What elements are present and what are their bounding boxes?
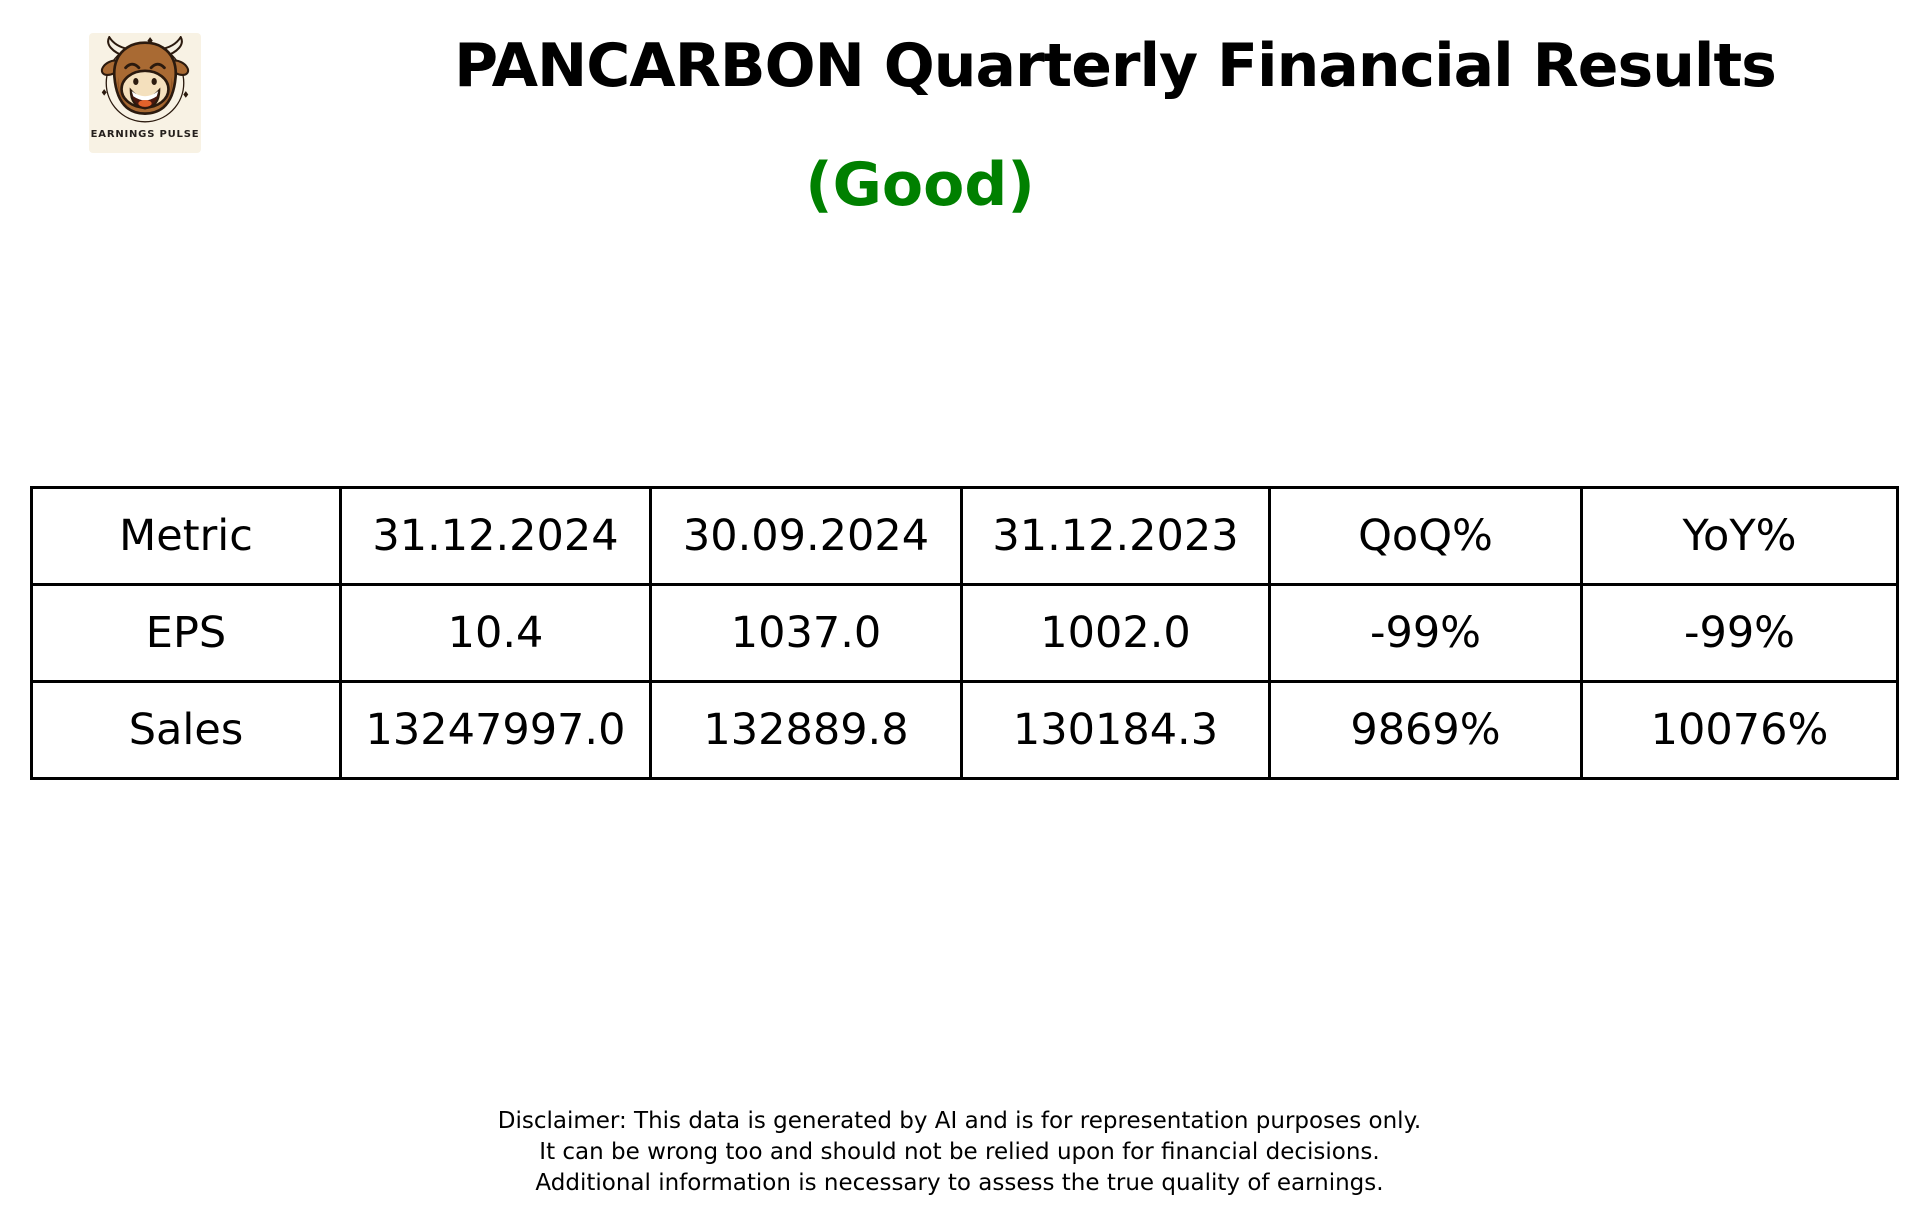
col-header-period-previous: 30.09.2024: [649, 486, 963, 586]
col-header-period-current: 31.12.2024: [339, 486, 652, 586]
metric-label: Sales: [30, 680, 342, 780]
earnings-pulse-logo: EARNINGS PULSE: [89, 33, 201, 153]
eps-previous: 1037.0: [649, 583, 963, 683]
sales-current: 13247997.0: [339, 680, 652, 780]
disclaimer-line-2: It can be wrong too and should not be re…: [539, 1139, 1380, 1165]
financial-results-table: Metric 31.12.2024 30.09.2024 31.12.2023 …: [30, 486, 1899, 780]
disclaimer: Disclaimer: This data is generated by AI…: [0, 1106, 1919, 1199]
eps-yearago: 1002.0: [960, 583, 1271, 683]
table-header-row: Metric 31.12.2024 30.09.2024 31.12.2023 …: [30, 486, 1899, 586]
col-header-yoy: YoY%: [1580, 486, 1899, 586]
sales-yoy-change: 10076%: [1580, 680, 1899, 780]
col-header-metric: Metric: [30, 486, 342, 586]
table-row-eps: EPS 10.4 1037.0 1002.0 -99% -99%: [30, 583, 1899, 683]
col-header-qoq: QoQ%: [1268, 486, 1583, 586]
sales-previous: 132889.8: [649, 680, 963, 780]
eps-current: 10.4: [339, 583, 652, 683]
quality-rating-subtitle: (Good): [805, 150, 1035, 220]
bull-mascot-icon: [100, 36, 190, 123]
logo-caption: EARNINGS PULSE: [90, 129, 200, 140]
eps-qoq-change: -99%: [1268, 583, 1583, 683]
col-header-period-yearago: 31.12.2023: [960, 486, 1271, 586]
sales-yearago: 130184.3: [960, 680, 1271, 780]
disclaimer-line-1: Disclaimer: This data is generated by AI…: [497, 1108, 1422, 1134]
sales-qoq-change: 9869%: [1268, 680, 1583, 780]
table-row-sales: Sales 13247997.0 132889.8 130184.3 9869%…: [30, 680, 1899, 780]
metric-label: EPS: [30, 583, 342, 683]
disclaimer-line-3: Additional information is necessary to a…: [535, 1170, 1384, 1196]
eps-yoy-change: -99%: [1580, 583, 1899, 683]
page-title: PANCARBON Quarterly Financial Results: [454, 31, 1777, 101]
